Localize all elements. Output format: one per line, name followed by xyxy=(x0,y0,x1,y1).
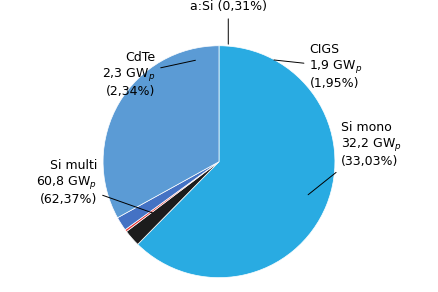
Wedge shape xyxy=(127,162,219,244)
Text: Si mono
32,2 GW$_p$
(33,03%): Si mono 32,2 GW$_p$ (33,03%) xyxy=(308,121,402,195)
Wedge shape xyxy=(103,46,219,218)
Text: Si multi
60,8 GW$_p$
(62,37%): Si multi 60,8 GW$_p$ (62,37%) xyxy=(36,159,152,213)
Wedge shape xyxy=(117,162,219,230)
Text: a:Si (0,31%): a:Si (0,31%) xyxy=(190,0,267,44)
Text: CdTe
2,3 GW$_p$
(2,34%): CdTe 2,3 GW$_p$ (2,34%) xyxy=(102,51,195,98)
Text: CIGS
1,9 GW$_p$
(1,95%): CIGS 1,9 GW$_p$ (1,95%) xyxy=(274,43,363,90)
Wedge shape xyxy=(125,162,219,232)
Wedge shape xyxy=(138,46,335,278)
